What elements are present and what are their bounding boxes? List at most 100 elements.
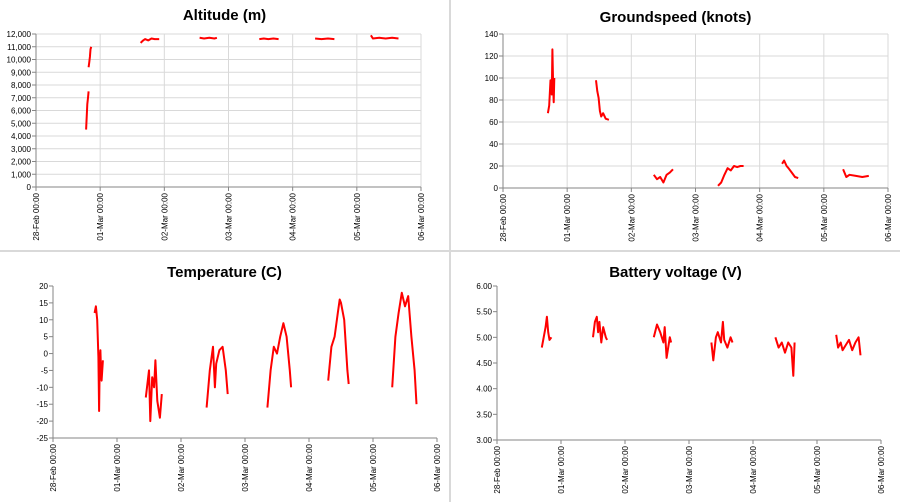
y-tick-label: 6.00: [476, 282, 492, 291]
x-tick-label: 01-Mar 00:00: [113, 443, 122, 491]
y-tick-label: -25: [36, 434, 48, 443]
y-tick-label: 3.50: [476, 410, 492, 419]
y-tick-label: 4,000: [11, 132, 32, 141]
series-line: [315, 37, 335, 41]
x-tick-label: 05-Mar 00:00: [820, 193, 829, 241]
x-tick-label: 03-Mar 00:00: [241, 443, 250, 491]
series-line: [87, 46, 93, 68]
y-tick-label: 9,000: [11, 68, 32, 77]
series-line: [710, 320, 734, 362]
x-tick-label: 05-Mar 00:00: [353, 192, 362, 240]
y-tick-label: 11,000: [7, 43, 31, 52]
y-tick-label: 3,000: [11, 145, 32, 154]
x-tick-label: 02-Mar 00:00: [177, 443, 186, 491]
series-line: [595, 80, 610, 121]
horizontal-divider: [0, 250, 900, 252]
x-tick-label: 06-Mar 00:00: [884, 193, 893, 241]
series-line: [205, 345, 229, 408]
x-tick-label: 02-Mar 00:00: [621, 445, 630, 493]
x-tick-label: 02-Mar 00:00: [160, 192, 169, 240]
altitude-chart: Altitude (m) 0 1,000 2,000 3,000 4,000 5,000 6…: [0, 0, 449, 250]
y-tick-label: 120: [485, 52, 499, 61]
groundspeed-chart: Groundspeed (knots) 0 20 40 60 80 100 120 140 28…: [451, 0, 900, 250]
temperature-plot: -25 -20 -15 -10 -5 0 5 10 15 20 28-Feb 00:00 01-Mar…: [36, 282, 442, 492]
x-tick-label: 06-Mar 00:00: [433, 443, 442, 491]
y-tick-label: 12,000: [7, 30, 32, 39]
y-tick-label: 7,000: [11, 94, 32, 103]
series-line: [327, 298, 350, 385]
y-tick-label: 4.00: [476, 385, 492, 394]
x-tick-label: 03-Mar 00:00: [685, 445, 694, 493]
y-tick-label: 80: [489, 96, 498, 105]
y-tick-label: 0: [494, 184, 499, 193]
y-tick-label: 60: [489, 118, 498, 127]
y-tick-label: 10: [39, 316, 48, 325]
series-line: [266, 322, 293, 408]
y-tick-label: 4.50: [476, 359, 492, 368]
x-tick-label: 04-Mar 00:00: [305, 443, 314, 491]
series-line: [93, 305, 104, 412]
series-line: [592, 315, 608, 344]
series-line: [540, 315, 553, 348]
x-tick-label: 28-Feb 00:00: [32, 192, 41, 240]
chart-title: Altitude (m): [182, 7, 267, 24]
series-line: [774, 337, 796, 377]
y-tick-label: 15: [39, 299, 48, 308]
x-tick-label: 06-Mar 00:00: [417, 192, 426, 240]
series-line: [717, 165, 744, 187]
series-line: [391, 291, 418, 405]
series-line: [842, 168, 869, 178]
x-tick-label: 04-Mar 00:00: [749, 445, 758, 493]
y-tick-label: 2,000: [11, 158, 32, 167]
series-line: [85, 91, 90, 130]
y-tick-label: 10,000: [7, 56, 32, 65]
x-tick-label: 28-Feb 00:00: [493, 445, 502, 493]
y-tick-label: 5.00: [476, 333, 492, 342]
series-line: [370, 34, 399, 40]
y-tick-label: 20: [489, 162, 498, 171]
y-tick-label: 0: [27, 183, 32, 192]
y-tick-label: -20: [36, 417, 48, 426]
y-tick-label: 6,000: [11, 107, 32, 116]
x-tick-label: 06-Mar 00:00: [877, 445, 886, 493]
chart-title: Temperature (C): [167, 264, 282, 281]
y-tick-label: 20: [39, 282, 48, 291]
series-line: [139, 37, 160, 44]
x-tick-label: 28-Feb 00:00: [499, 193, 508, 241]
x-tick-label: 01-Mar 00:00: [563, 193, 572, 241]
series-line: [546, 48, 556, 114]
altitude-plot: 0 1,000 2,000 3,000 4,000 5,000 6,000 7,000 8,00…: [7, 30, 426, 241]
y-tick-label: 5.50: [476, 308, 492, 317]
series-line: [835, 334, 862, 356]
x-tick-label: 01-Mar 00:00: [96, 192, 105, 240]
temperature-chart: Temperature (C) -25 -20 -15 -10 -5 0 5 10 15 20 28…: [0, 252, 449, 502]
series-line: [652, 168, 674, 184]
y-tick-label: -10: [36, 383, 48, 392]
x-tick-label: 04-Mar 00:00: [756, 193, 765, 241]
groundspeed-plot: 0 20 40 60 80 100 120 140 28-Feb 00:00 01-Mar 00:…: [485, 30, 893, 242]
x-tick-label: 01-Mar 00:00: [557, 445, 566, 493]
y-tick-label: 3.00: [476, 436, 492, 445]
x-tick-label: 05-Mar 00:00: [369, 443, 378, 491]
series-line: [781, 159, 799, 180]
y-tick-label: 1,000: [11, 170, 32, 179]
y-tick-label: 0: [44, 350, 49, 359]
y-tick-label: -15: [36, 400, 48, 409]
series-line: [144, 359, 163, 423]
y-tick-label: 40: [489, 140, 498, 149]
series-line: [652, 323, 673, 359]
y-tick-label: 140: [485, 30, 499, 39]
x-tick-label: 28-Feb 00:00: [49, 443, 58, 491]
y-tick-label: 5: [44, 333, 49, 342]
y-tick-label: 8,000: [11, 81, 32, 90]
y-tick-label: 100: [485, 74, 499, 83]
battery-voltage-chart: Battery voltage (V) 3.00 3.50 4.00 4.50 5.00…: [451, 252, 900, 502]
y-tick-label: -5: [41, 366, 49, 375]
chart-title: Battery voltage (V): [609, 264, 742, 281]
series-line: [259, 37, 279, 41]
x-tick-label: 03-Mar 00:00: [225, 192, 234, 240]
battery-voltage-plot: 3.00 3.50 4.00 4.50 5.00 5.50 6.00 28-Feb 00:00…: [476, 282, 886, 494]
series-line: [199, 36, 218, 40]
x-tick-label: 05-Mar 00:00: [813, 445, 822, 493]
x-tick-label: 02-Mar 00:00: [627, 193, 636, 241]
